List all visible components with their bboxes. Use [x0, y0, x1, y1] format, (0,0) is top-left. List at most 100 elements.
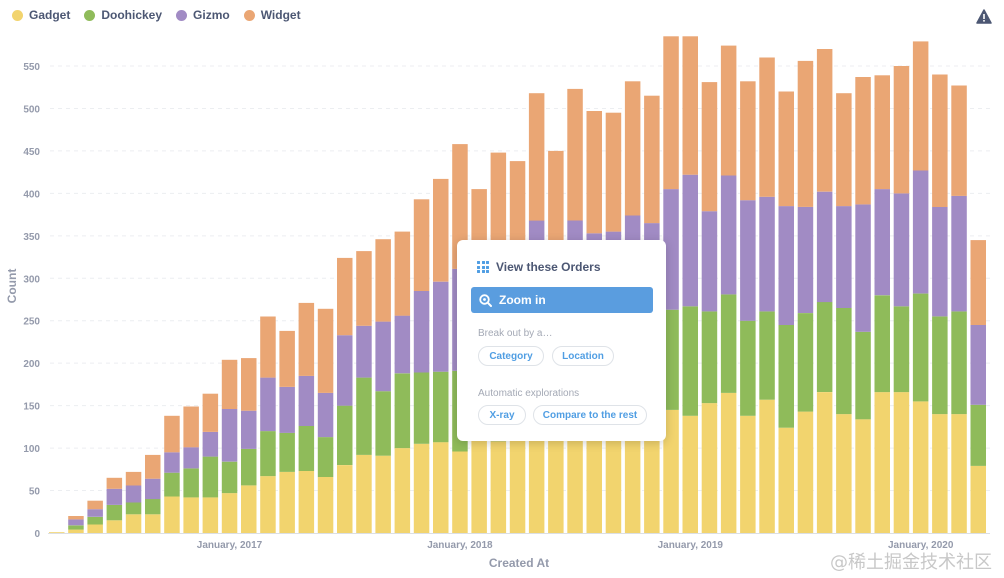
bar-segment-gizmo[interactable]	[797, 206, 814, 313]
bar-segment-gadget[interactable]	[701, 403, 718, 533]
bar-segment-doohickey[interactable]	[298, 426, 315, 471]
bar-segment-gizmo[interactable]	[375, 321, 391, 392]
bar-segment-gizmo[interactable]	[298, 375, 315, 426]
bar-segment-gadget[interactable]	[433, 442, 449, 533]
bar-segment-gadget[interactable]	[202, 497, 219, 533]
bar-segment-widget[interactable]	[663, 36, 679, 190]
bar-segment-gadget[interactable]	[528, 426, 545, 533]
bar-segment-doohickey[interactable]	[951, 311, 967, 415]
bar-segment-widget[interactable]	[221, 359, 238, 409]
bar-segment-gizmo[interactable]	[164, 452, 180, 473]
bar-segment-gadget[interactable]	[375, 455, 391, 533]
bar-segment-gizmo[interactable]	[970, 325, 987, 405]
view-these-orders-action[interactable]: View these Orders	[477, 260, 601, 274]
bar-segment-doohickey[interactable]	[701, 311, 718, 404]
bar-segment-doohickey[interactable]	[912, 293, 929, 402]
bar-segment-widget[interactable]	[605, 112, 622, 232]
bar-segment-widget[interactable]	[624, 81, 641, 216]
bar-segment-gadget[interactable]	[49, 532, 65, 533]
bar-segment-gadget[interactable]	[490, 441, 507, 533]
bar-segment-widget[interactable]	[394, 231, 411, 316]
bar-segment-doohickey[interactable]	[720, 294, 737, 393]
bar-segment-widget[interactable]	[855, 77, 871, 205]
bar-segment-widget[interactable]	[682, 36, 699, 175]
bar-segment-gadget[interactable]	[874, 392, 891, 533]
bar-segment-gadget[interactable]	[855, 419, 871, 533]
bar-segment-widget[interactable]	[816, 49, 833, 192]
bar-segment-widget[interactable]	[452, 144, 468, 269]
bar-segment-doohickey[interactable]	[183, 468, 199, 498]
bar-segment-gadget[interactable]	[836, 414, 852, 533]
bar-segment-gadget[interactable]	[816, 392, 833, 533]
bar-segment-widget[interactable]	[701, 82, 718, 212]
bar-segment-gizmo[interactable]	[413, 291, 430, 373]
bar-segment-gadget[interactable]	[221, 493, 238, 533]
bar-segment-gizmo[interactable]	[202, 432, 219, 457]
bar-segment-widget[interactable]	[874, 75, 891, 190]
bar-segment-doohickey[interactable]	[164, 472, 180, 497]
bar-segment-doohickey[interactable]	[394, 373, 411, 449]
bar-segment-gadget[interactable]	[183, 497, 199, 533]
bar-segment-gizmo[interactable]	[125, 485, 142, 503]
bar-segment-gadget[interactable]	[663, 409, 679, 533]
bar-segment-gizmo[interactable]	[433, 281, 449, 372]
bar-segment-doohickey[interactable]	[797, 313, 814, 412]
bar-segment-widget[interactable]	[893, 66, 910, 194]
bar-segment-widget[interactable]	[145, 454, 161, 479]
bar-segment-doohickey[interactable]	[125, 502, 142, 515]
bar-segment-gadget[interactable]	[970, 465, 987, 533]
bar-segment-gadget[interactable]	[87, 524, 103, 534]
bar-segment-gadget[interactable]	[624, 420, 641, 533]
bar-segment-widget[interactable]	[778, 91, 795, 207]
bar-segment-doohickey[interactable]	[375, 391, 391, 456]
bar-segment-widget[interactable]	[797, 60, 814, 207]
bar-segment-gadget[interactable]	[413, 443, 430, 533]
bar-segment-gizmo[interactable]	[394, 315, 411, 374]
bar-segment-doohickey[interactable]	[356, 377, 372, 455]
bar-segment-gadget[interactable]	[509, 437, 526, 533]
bar-segment-gizmo[interactable]	[778, 206, 795, 325]
bar-segment-widget[interactable]	[740, 81, 756, 201]
legend-item-widget[interactable]: Widget	[243, 8, 301, 22]
bar-segment-widget[interactable]	[164, 415, 180, 453]
bar-segment-gizmo[interactable]	[932, 206, 948, 317]
bar-segment-widget[interactable]	[720, 45, 737, 176]
bar-segment-gizmo[interactable]	[337, 335, 353, 406]
bar-segment-doohickey[interactable]	[759, 311, 775, 400]
bar-segment-gadget[interactable]	[241, 485, 257, 534]
bar-segment-widget[interactable]	[528, 93, 545, 221]
bar-segment-gizmo[interactable]	[855, 204, 871, 332]
bar-segment-gadget[interactable]	[125, 514, 142, 533]
bar-segment-widget[interactable]	[509, 161, 526, 260]
bar-segment-widget[interactable]	[298, 302, 315, 376]
bar-segment-doohickey[interactable]	[106, 505, 123, 521]
bar-segment-doohickey[interactable]	[682, 306, 699, 416]
xray-button[interactable]: X-ray	[478, 405, 526, 425]
bar-segment-gadget[interactable]	[893, 392, 910, 533]
bar-segment-doohickey[interactable]	[778, 325, 795, 428]
bar-segment-widget[interactable]	[260, 316, 276, 378]
bar-segment-gizmo[interactable]	[106, 488, 123, 505]
bar-segment-doohickey[interactable]	[202, 456, 219, 498]
bar-segment-widget[interactable]	[356, 251, 372, 326]
bar-segment-widget[interactable]	[106, 477, 123, 489]
bar-segment-gizmo[interactable]	[720, 175, 737, 295]
bar-segment-gizmo[interactable]	[87, 509, 103, 517]
bar-segment-widget[interactable]	[125, 471, 142, 486]
bar-segment-gizmo[interactable]	[836, 206, 852, 308]
bar-segment-gadget[interactable]	[797, 411, 814, 533]
breakout-location-button[interactable]: Location	[552, 346, 614, 366]
bar-segment-gadget[interactable]	[298, 471, 315, 533]
bar-segment-widget[interactable]	[548, 150, 564, 249]
bar-segment-gadget[interactable]	[394, 448, 411, 533]
bar-segment-doohickey[interactable]	[241, 448, 257, 486]
bar-segment-widget[interactable]	[567, 88, 583, 221]
bar-segment-gizmo[interactable]	[912, 170, 929, 294]
bar-segment-gadget[interactable]	[337, 465, 353, 533]
bar-segment-widget[interactable]	[759, 57, 775, 197]
bar-segment-gizmo[interactable]	[68, 519, 84, 526]
bar-segment-widget[interactable]	[970, 240, 987, 325]
bar-segment-widget[interactable]	[375, 239, 391, 322]
bar-segment-gizmo[interactable]	[740, 200, 756, 321]
bar-segment-widget[interactable]	[317, 308, 334, 393]
